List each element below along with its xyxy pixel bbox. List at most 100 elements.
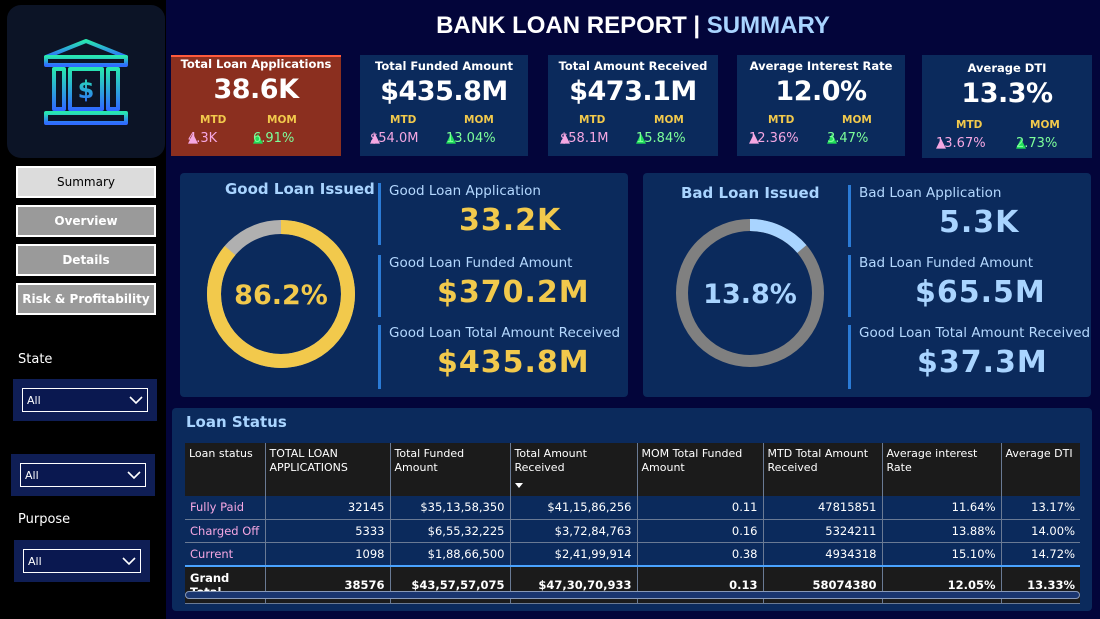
nav-summary-button[interactable]: Summary: [16, 166, 156, 198]
loan-status-title: Loan Status: [186, 413, 287, 431]
kpi-mom-value: 6.91%: [253, 131, 295, 146]
good-loan-donut: 86.2%: [207, 220, 355, 368]
kpi-mtd-value: $58.1M: [560, 131, 609, 146]
triangle-up-icon: ▲: [253, 131, 263, 146]
bad-loan-percent: 13.8%: [703, 279, 797, 310]
bad-loan-donut: 13.8%: [676, 219, 824, 367]
metric-label: Good Loan Total Amount Received: [389, 325, 621, 341]
column-header-mom-total-funded-amount[interactable]: MOM Total Funded Amount: [637, 443, 764, 496]
kpi-average-interest-rate: Average Interest Rate 12.0% MTD MOM ▲ 12…: [737, 55, 905, 156]
triangle-up-icon: ▲: [936, 136, 946, 151]
column-header-average-interest-rate[interactable]: Average interest Rate: [882, 443, 1002, 496]
kpi-value: $473.1M: [569, 76, 697, 107]
nav-overview-button[interactable]: Overview: [16, 205, 156, 237]
table-cell: 4934318: [763, 542, 883, 566]
kpi-mtd-label: MTD: [956, 119, 983, 131]
loan-status-panel: Loan Status Loan status TOTAL LOAN APPLI…: [172, 408, 1092, 611]
svg-text:$: $: [78, 76, 95, 104]
nav-risk-profitability-button[interactable]: Risk & Profitability: [16, 283, 156, 315]
kpi-total-loan-applications: Total Loan Applications 38.6K MTD MOM ▲ …: [171, 55, 341, 156]
state-dropdown[interactable]: All: [22, 388, 148, 412]
triangle-up-icon: ▲: [636, 131, 646, 146]
chevron-down-icon: [127, 471, 141, 480]
purpose-filter-label: Purpose: [18, 512, 71, 527]
kpi-value: 12.0%: [775, 76, 867, 107]
metric-value: $370.2M: [437, 275, 590, 310]
kpi-average-dti: Average DTI 13.3% MTD MOM ▲ 13.67% ▲ 2.7…: [922, 55, 1092, 158]
table-cell: 32145: [265, 496, 391, 520]
table-cell: $3,72,84,763: [510, 519, 638, 543]
kpi-mom-value: 3.47%: [827, 131, 869, 146]
triangle-up-icon: ▲: [188, 131, 198, 146]
table-row[interactable]: Fully Paid 32145 $35,13,58,350 $41,15,86…: [185, 496, 1080, 520]
filter-dropdown[interactable]: All: [20, 463, 146, 487]
horizontal-scrollbar[interactable]: [185, 591, 1080, 599]
triangle-up-icon: ▲: [827, 131, 837, 146]
kpi-total-amount-received: Total Amount Received $473.1M MTD MOM ▲ …: [548, 55, 718, 156]
table-cell: 0.38: [637, 542, 764, 566]
triangle-up-icon: ▲: [560, 131, 570, 146]
table-cell: $6,55,32,225: [390, 519, 511, 543]
state-dropdown-value: All: [27, 393, 41, 407]
kpi-mtd-value: 12.36%: [749, 131, 799, 146]
kpi-title: Total Loan Applications: [180, 57, 332, 71]
table-cell: 5324211: [763, 519, 883, 543]
good-loan-title: Good Loan Issued: [225, 180, 375, 198]
bad-loan-application-metric: Bad Loan Application 5.3K: [848, 185, 1019, 247]
kpi-value: $435.8M: [380, 76, 508, 107]
metric-value: 33.2K: [459, 203, 562, 238]
metric-value: $37.3M: [917, 345, 1048, 380]
table-cell: $1,88,66,500: [390, 542, 511, 566]
filter-dropdown-value: All: [25, 468, 39, 482]
metric-value: 5.3K: [939, 205, 1020, 240]
table-cell: 11.64%: [882, 496, 1002, 520]
good-loan-donut-arc: [207, 220, 355, 368]
bank-dollar-icon: $: [44, 38, 128, 125]
table-cell: $35,13,58,350: [390, 496, 511, 520]
kpi-mom-label: MOM: [1030, 119, 1060, 131]
table-row[interactable]: Current 1098 $1,88,66,500 $2,41,99,914 0…: [185, 542, 1080, 566]
column-header-total-funded-amount[interactable]: Total Funded Amount: [390, 443, 511, 496]
bad-loan-title: Bad Loan Issued: [681, 184, 820, 202]
table-cell: $2,41,99,914: [510, 542, 638, 566]
column-header-loan-status[interactable]: Loan status: [185, 443, 266, 496]
column-header-total-amount-received[interactable]: Total Amount Received: [510, 443, 638, 496]
table-cell: 0.11: [637, 496, 764, 520]
table-cell: Charged Off: [185, 519, 266, 543]
column-header-average-dti[interactable]: Average DTI: [1001, 443, 1080, 496]
purpose-dropdown-value: All: [28, 554, 42, 568]
page-title: BANK LOAN REPORT | SUMMARY: [166, 12, 1100, 40]
state-slicer: All: [13, 379, 157, 421]
sort-descending-icon[interactable]: [514, 483, 523, 488]
bad-loan-panel: Bad Loan Issued 13.8% Bad Loan Applicati…: [643, 173, 1091, 397]
metric-label: Bad Loan Funded Amount: [859, 255, 1033, 271]
kpi-mtd-label: MTD: [200, 114, 227, 126]
table-cell: 14.72%: [1001, 542, 1080, 566]
kpi-mtd-value: 4.3K: [188, 131, 218, 146]
table-cell: 0.16: [637, 519, 764, 543]
table-cell: 47815851: [763, 496, 883, 520]
table-row[interactable]: Charged Off 5333 $6,55,32,225 $3,72,84,7…: [185, 519, 1080, 543]
nav-details-button[interactable]: Details: [16, 244, 156, 276]
kpi-mtd-label: MTD: [579, 114, 606, 126]
purpose-dropdown[interactable]: All: [23, 549, 141, 573]
kpi-mom-label: MOM: [267, 114, 297, 126]
table-cell: Current: [185, 542, 266, 566]
kpi-mom-label: MOM: [464, 114, 494, 126]
kpi-total-funded-amount: Total Funded Amount $435.8M MTD MOM ▲ $5…: [360, 55, 528, 156]
bad-loan-received-metric: Good Loan Total Amount Received $37.3M: [848, 325, 1090, 389]
metric-value: $65.5M: [915, 275, 1046, 310]
table-cell: 13.88%: [882, 519, 1002, 543]
table-cell: $41,15,86,256: [510, 496, 638, 520]
kpi-mtd-value: $54.0M: [370, 131, 419, 146]
metric-label: Bad Loan Application: [859, 185, 1002, 201]
column-header-total-loan-applications[interactable]: TOTAL LOAN APPLICATIONS: [265, 443, 391, 496]
state-filter-label: State: [18, 352, 53, 367]
good-loan-percent: 86.2%: [234, 280, 328, 311]
kpi-mom-value: 15.84%: [636, 131, 686, 146]
table-cell: 5333: [265, 519, 391, 543]
column-header-label: Total Amount Received: [514, 447, 587, 474]
table-cell: 15.10%: [882, 542, 1002, 566]
column-header-mtd-total-amount-received[interactable]: MTD Total Amount Received: [763, 443, 883, 496]
page-title-main: BANK LOAN REPORT |: [436, 12, 701, 39]
